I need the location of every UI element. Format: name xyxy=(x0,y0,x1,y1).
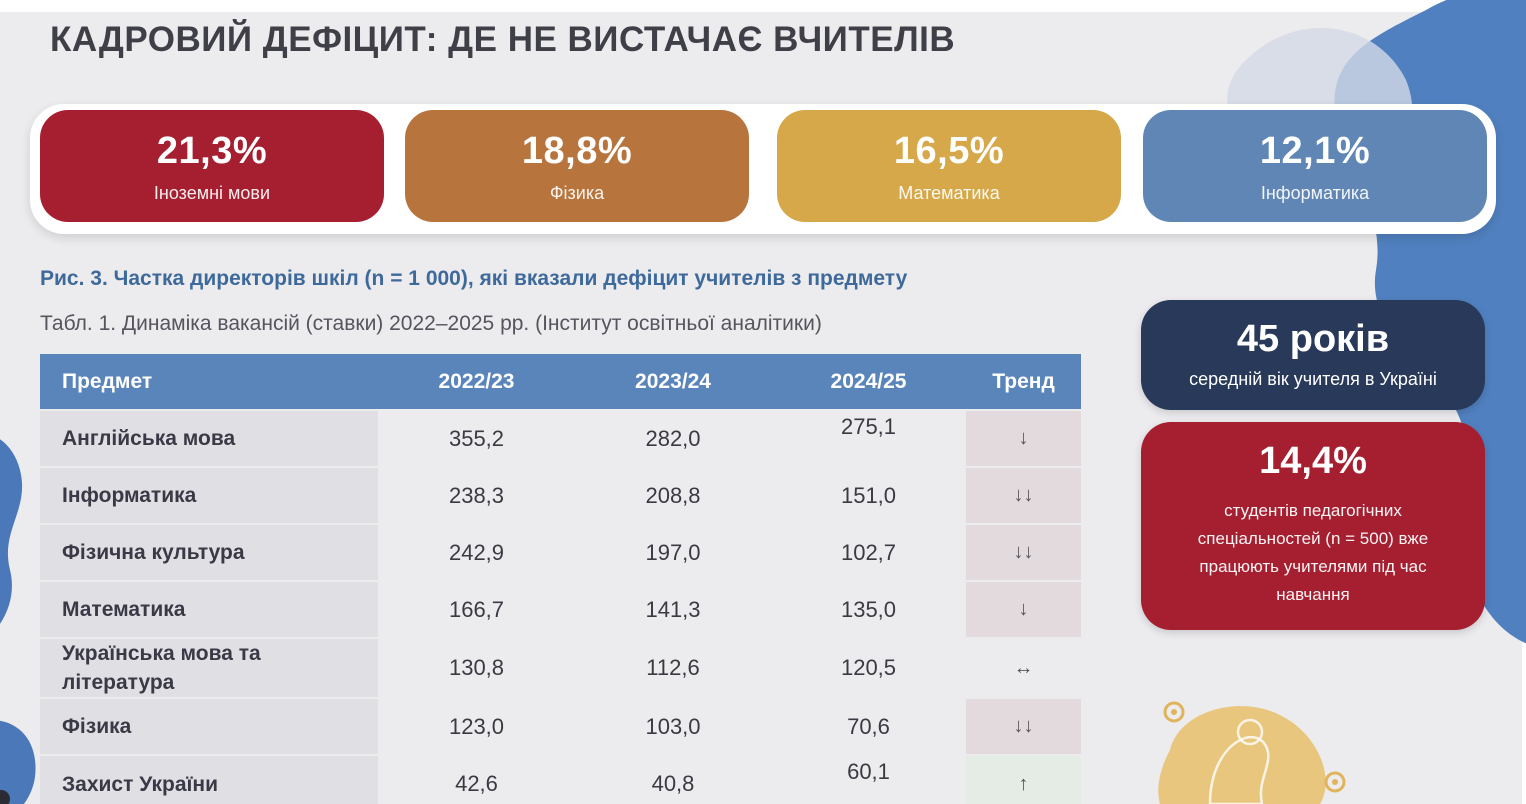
kpi-value: 18,8% xyxy=(521,130,633,172)
kpi-value: 21,3% xyxy=(156,130,268,172)
trend-double-down-icon: ↓↓ xyxy=(1013,715,1034,737)
cell-2022: 130,8 xyxy=(378,637,575,698)
cell-2023: 208,8 xyxy=(575,466,771,524)
cell-trend: ↓ xyxy=(966,409,1081,467)
cell-subject: Українська мова та література xyxy=(40,637,378,698)
cell-subject: Захист України xyxy=(40,754,378,804)
cell-2024: 70,6 xyxy=(771,697,966,755)
average-age-card: 45 років середній вік учителя в Україні xyxy=(1141,300,1485,410)
cell-subject: Інформатика xyxy=(40,466,378,524)
kpi-value: 16,5% xyxy=(893,130,1005,172)
teacher-illustration-icon xyxy=(1158,701,1346,804)
cell-2024: 60,1 xyxy=(771,754,966,804)
students-working-card: 14,4% студентів педагогічних спеціальнос… xyxy=(1141,422,1485,630)
kpi-value: 12,1% xyxy=(1259,130,1371,172)
header-2022: 2022/23 xyxy=(378,354,575,410)
cell-trend: ↓ xyxy=(966,580,1081,638)
cell-2024: 120,5 xyxy=(771,637,966,698)
table-row: Фізика 123,0 103,0 70,6 ↓↓ xyxy=(40,697,1081,755)
header-2023: 2023/24 xyxy=(575,354,771,410)
average-age-value: 45 років xyxy=(1236,318,1390,360)
trend-down-icon: ↓ xyxy=(1018,427,1029,449)
cell-2023: 40,8 xyxy=(575,754,771,804)
figure-caption: Рис. 3. Частка директорів шкіл (n = 1 00… xyxy=(40,267,908,290)
kpi-card-physics: 18,8% Фізика xyxy=(405,110,749,222)
average-age-label: середній вік учителя в Україні xyxy=(1189,369,1437,389)
cell-2023: 112,6 xyxy=(575,637,771,698)
slide-title: КАДРОВИЙ ДЕФІЦИТ: ДЕ НЕ ВИСТАЧАЄ ВЧИТЕЛІ… xyxy=(50,20,956,59)
kpi-card-foreign-languages: 21,3% Іноземні мови xyxy=(40,110,384,222)
kpi-card-math: 16,5% Математика xyxy=(777,110,1121,222)
cell-trend: ↔ xyxy=(966,637,1081,698)
cell-subject: Англійська мова xyxy=(40,409,378,467)
trend-double-down-icon: ↓↓ xyxy=(1013,484,1034,506)
table-row: Фізична культура 242,9 197,0 102,7 ↓↓ xyxy=(40,523,1081,581)
cell-2022: 42,6 xyxy=(378,754,575,804)
cell-2024: 151,0 xyxy=(771,466,966,524)
header-subject: Предмет xyxy=(40,354,378,410)
cell-2023: 103,0 xyxy=(575,697,771,755)
cell-trend: ↑ xyxy=(966,754,1081,804)
cell-2023: 197,0 xyxy=(575,523,771,581)
table-caption: Табл. 1. Динаміка вакансій (ставки) 2022… xyxy=(40,312,822,335)
decorative-blob-left-lower xyxy=(0,720,36,804)
cell-2022: 238,3 xyxy=(378,466,575,524)
kpi-label: Іноземні мови xyxy=(153,183,271,203)
table-header-row: Предмет 2022/23 2023/24 2024/25 Тренд xyxy=(40,354,1081,410)
cell-2022: 355,2 xyxy=(378,409,575,467)
cell-subject: Фізика xyxy=(40,697,378,755)
corner-dot xyxy=(0,790,10,804)
trend-down-icon: ↓ xyxy=(1018,598,1029,620)
kpi-label: Інформатика xyxy=(1260,183,1370,203)
vacancy-table: Предмет 2022/23 2023/24 2024/25 Тренд Ан… xyxy=(40,354,1081,804)
cell-2022: 242,9 xyxy=(378,523,575,581)
trend-flat-icon: ↔ xyxy=(1013,656,1034,679)
cell-2024: 102,7 xyxy=(771,523,966,581)
cell-trend: ↓↓ xyxy=(966,466,1081,524)
trend-double-down-icon: ↓↓ xyxy=(1013,541,1034,563)
header-2024: 2024/25 xyxy=(771,354,966,410)
cell-trend: ↓↓ xyxy=(966,523,1081,581)
cell-subject: Фізична культура xyxy=(40,523,378,581)
header-trend: Тренд xyxy=(966,354,1081,410)
students-working-label: студентів педагогічних спеціальностей (n… xyxy=(1197,501,1429,604)
cell-subject: Математика xyxy=(40,580,378,638)
cell-2024-value: 60,1 xyxy=(847,759,890,784)
table-row: Англійська мова 355,2 282,0 275,1 ↓ xyxy=(40,409,1081,467)
cell-trend: ↓↓ xyxy=(966,697,1081,755)
cell-2024: 135,0 xyxy=(771,580,966,638)
cell-2023: 141,3 xyxy=(575,580,771,638)
kpi-label: Фізика xyxy=(549,183,605,203)
table-row: Математика 166,7 141,3 135,0 ↓ xyxy=(40,580,1081,638)
table-row: Захист України 42,6 40,8 60,1 ↑ xyxy=(40,754,1081,804)
cell-2022: 123,0 xyxy=(378,697,575,755)
cell-2023: 282,0 xyxy=(575,409,771,467)
decorative-blob-left xyxy=(0,439,22,624)
kpi-label: Математика xyxy=(898,183,1000,203)
table-row: Українська мова та література 130,8 112,… xyxy=(40,637,1081,698)
trend-up-icon: ↑ xyxy=(1018,772,1029,795)
students-working-value: 14,4% xyxy=(1259,440,1367,482)
table-row: Інформатика 238,3 208,8 151,0 ↓↓ xyxy=(40,466,1081,524)
cell-2024-value: 275,1 xyxy=(840,413,897,439)
frame-top xyxy=(0,0,1526,12)
cell-2024: 275,1 xyxy=(771,409,966,467)
kpi-card-informatics: 12,1% Інформатика xyxy=(1143,110,1487,222)
cell-2022: 166,7 xyxy=(378,580,575,638)
